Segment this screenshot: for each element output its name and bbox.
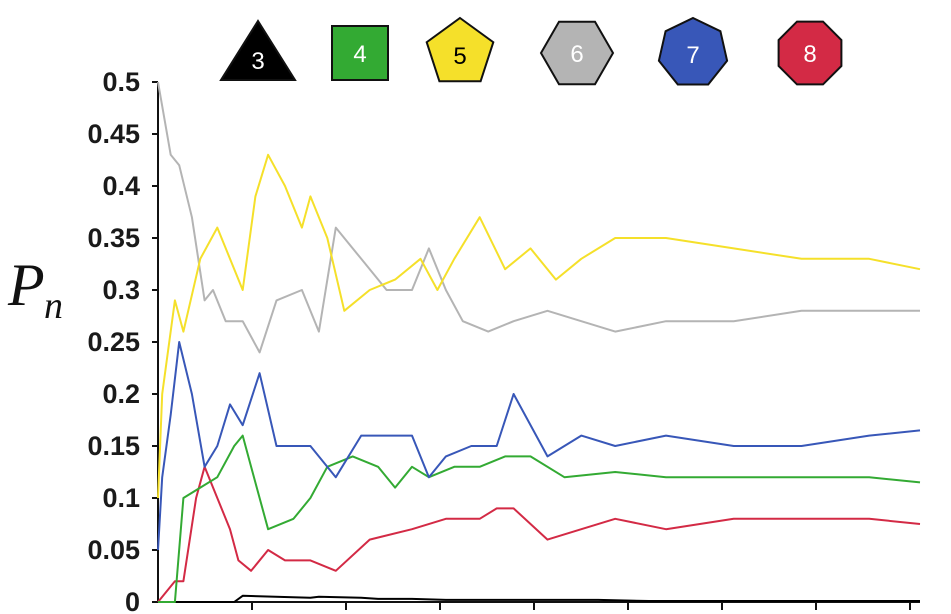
legend-square-marker [331,25,389,81]
series-line-3 [158,594,920,603]
legend-label: 5 [453,43,466,70]
y-tick-label: 0.05 [87,535,140,565]
legend-item-5: 5 [425,16,495,83]
legend-label: 8 [803,41,816,68]
legend-heptagon-marker [657,16,729,86]
y-axis: 0 0.05 0.1 0.15 0.2 0.25 0.3 0.35 0.4 0.45 0.5 [87,67,159,614]
legend-item-8: 8 [777,20,843,86]
legend-label: 4 [353,41,366,68]
legend-triangle-marker [219,19,297,81]
series-line-6 [157,81,920,354]
legend-octagon-marker [777,20,843,86]
y-tick-label: 0.1 [102,483,140,513]
legend: 3 4 5 6 7 8 [219,16,843,86]
legend-label: 7 [686,42,699,69]
y-axis-label: P [7,252,45,318]
legend-item-3: 3 [219,19,297,81]
y-tick-label: 0.2 [102,379,140,409]
y-tick-label: 0.3 [102,275,140,305]
x-axis [158,601,920,610]
y-tick-label: 0.15 [87,431,140,461]
legend-label: 3 [251,48,264,75]
series-line-8 [157,465,921,603]
legend-label: 6 [570,41,583,68]
legend-hexagon-marker [539,20,615,86]
y-tick-label: 0.5 [102,67,140,97]
y-tick-label: 0.45 [87,119,140,149]
plot-area [157,81,921,603]
legend-item-6: 6 [539,20,615,86]
y-tick-label: 0.4 [102,171,140,201]
y-axis-label-subscript: n [44,285,63,327]
series-line-7 [157,341,921,551]
legend-pentagon-marker [425,16,495,83]
series-line-5 [157,153,921,499]
y-tick-label: 0.35 [87,223,140,253]
y-tick-label: 0 [125,587,140,614]
series-line-4 [158,434,921,603]
legend-item-7: 7 [657,16,729,86]
y-tick-label: 0.25 [87,327,140,357]
legend-item-4: 4 [331,25,389,81]
